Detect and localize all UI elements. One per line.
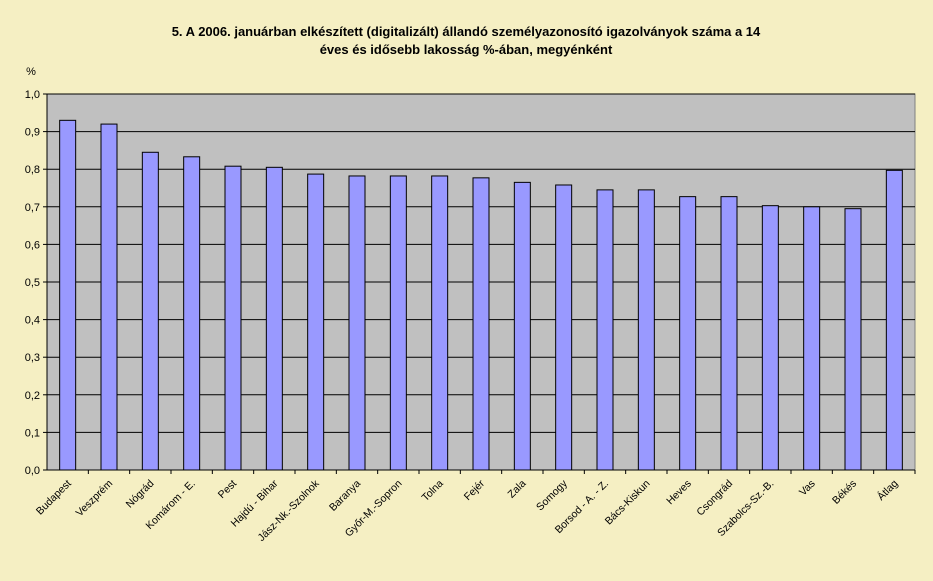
bar bbox=[59, 119, 77, 471]
chart-title-line2: éves és idősebb lakosság %-ában, megyénk… bbox=[320, 42, 613, 57]
x-tick-label: Veszprém bbox=[74, 477, 116, 519]
y-tick-label: 1,0 bbox=[25, 89, 40, 101]
bar bbox=[224, 165, 242, 471]
x-tick-label: Békés bbox=[830, 478, 859, 507]
x-tick-label: Somogy bbox=[534, 477, 570, 513]
x-tick-label: Pest bbox=[216, 478, 239, 501]
bar bbox=[183, 156, 201, 471]
y-tick-label: 0,5 bbox=[25, 277, 40, 289]
bar bbox=[885, 169, 903, 471]
bar bbox=[803, 206, 821, 471]
bar bbox=[100, 123, 118, 471]
y-tick-label: 0,0 bbox=[25, 465, 40, 477]
y-tick-label: 0,8 bbox=[25, 164, 40, 176]
y-tick-label: 0,4 bbox=[25, 315, 40, 327]
y-tick-label: 0,9 bbox=[25, 127, 40, 139]
bar bbox=[307, 173, 325, 471]
x-tick-label: Heves bbox=[664, 478, 694, 508]
x-tick-label: Átlag bbox=[874, 477, 900, 503]
bar bbox=[141, 151, 159, 471]
y-tick-label: 0,2 bbox=[25, 390, 40, 402]
x-tick-label: Fejér bbox=[462, 477, 488, 503]
x-tick-label: Zala bbox=[506, 478, 529, 501]
bar bbox=[389, 175, 407, 471]
bar bbox=[596, 189, 614, 471]
bar bbox=[431, 175, 449, 471]
bar bbox=[513, 181, 531, 471]
bar bbox=[265, 166, 283, 471]
bars bbox=[59, 119, 903, 471]
bar bbox=[720, 196, 738, 471]
x-tick-label: Nógrád bbox=[124, 478, 157, 511]
x-tick-label: Baranya bbox=[327, 478, 363, 514]
y-axis-label: % bbox=[26, 66, 36, 78]
y-tick-label: 0,6 bbox=[25, 239, 40, 251]
x-tick-label: Tolna bbox=[420, 478, 446, 504]
y-tick-label: 0,1 bbox=[25, 427, 40, 439]
y-tick-labels: 0,0 0,1 0,2 0,3 0,4 0,5 0,6 0,7 0,8 0,9 1,0 bbox=[25, 89, 47, 477]
y-tick-label: 0,7 bbox=[25, 202, 40, 214]
chart-title-line1: 5. A 2006. januárban elkészített (digita… bbox=[172, 24, 761, 39]
bar bbox=[472, 177, 490, 471]
x-tick-label: Csongrád bbox=[694, 478, 735, 519]
bar bbox=[348, 175, 366, 471]
bar bbox=[555, 184, 573, 471]
bar bbox=[637, 189, 655, 471]
x-tick-label: Budapest bbox=[34, 478, 74, 518]
bar bbox=[844, 208, 862, 471]
x-tick-label: Bács-Kiskun bbox=[603, 478, 653, 528]
bar bbox=[761, 205, 779, 471]
bar bbox=[679, 196, 697, 471]
x-tick-label: Vas bbox=[797, 478, 818, 499]
y-tick-label: 0,3 bbox=[25, 352, 40, 364]
